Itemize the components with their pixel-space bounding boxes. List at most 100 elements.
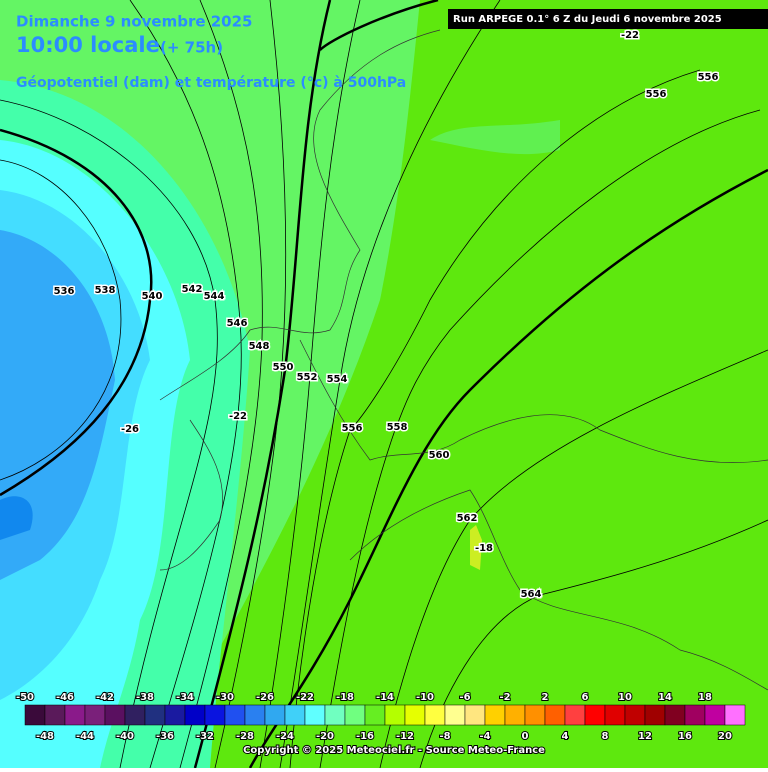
subtitle: Géopotentiel (dam) et température (°c) à…: [16, 75, 406, 91]
run-label: Run ARPEGE 0.1° 6 Z du Jeudi 6 novembre …: [453, 14, 722, 25]
legend-top-label: 14: [658, 692, 672, 703]
contour-label: -18: [475, 543, 493, 554]
coastlines: [159, 29, 768, 691]
legend-cell: [284, 704, 306, 726]
contour-label: -22: [621, 30, 639, 41]
contour: [289, 69, 701, 769]
legend-cell: [524, 704, 546, 726]
contour: [179, 0, 263, 769]
legend-top-label: -38: [136, 692, 154, 703]
time: 10:00 locale: [16, 33, 160, 57]
legend-bottom-label: -44: [76, 731, 94, 742]
legend-cell: [484, 704, 506, 726]
legend-cell: [224, 704, 246, 726]
legend-cell: [64, 704, 86, 726]
contour-label: 560: [429, 450, 450, 461]
legend-cell: [724, 704, 746, 726]
legend-bottom-label: 4: [562, 731, 569, 742]
contour-label: 556: [646, 89, 667, 100]
contour: [279, 0, 501, 769]
contour-label: 552: [297, 372, 318, 383]
legend-cell: [624, 704, 646, 726]
legend-cell: [164, 704, 186, 726]
legend-top-label: -42: [96, 692, 114, 703]
legend-cell: [144, 704, 166, 726]
legend-top-label: 10: [618, 692, 632, 703]
legend-cell: [324, 704, 346, 726]
coastline: [349, 489, 768, 691]
coastline: [159, 29, 441, 401]
contour-label: 538: [95, 285, 116, 296]
legend-cell: [504, 704, 526, 726]
legend-top-label: -46: [56, 692, 74, 703]
copyright: Copyright © 2025 Meteociel.fr - Source M…: [243, 745, 545, 756]
contour-label: 556: [698, 72, 719, 83]
contour-label: 562: [457, 513, 478, 524]
lead: (+ 75h): [160, 39, 223, 57]
legend-cell: [104, 704, 126, 726]
legend-cell: [444, 704, 466, 726]
legend-top-label: -34: [176, 692, 194, 703]
legend-bottom-label: 16: [678, 731, 692, 742]
legend-top-label: -10: [416, 692, 434, 703]
legend-top-label: 6: [582, 692, 589, 703]
contour-label: 544: [204, 291, 225, 302]
contour-label: 564: [521, 589, 542, 600]
legend-cell: [584, 704, 606, 726]
legend-cell: [184, 704, 206, 726]
legend-cell: [384, 704, 406, 726]
contour: [419, 519, 768, 769]
legend-cell: [604, 704, 626, 726]
legend-bottom-label: 12: [638, 731, 652, 742]
contour-label: 548: [249, 341, 270, 352]
legend-top-label: -2: [499, 692, 510, 703]
legend-top-label: -6: [459, 692, 470, 703]
yellow-patch: [470, 525, 482, 570]
contour: [0, 99, 218, 769]
legend: -50 -46 -42 -38 -34 -30 -26 -22 -18 -14 -10 -6 -2 2 6 1…: [15, 691, 746, 743]
legend-cell: [44, 704, 66, 726]
legend-top-label: -30: [216, 692, 234, 703]
legend-top-label: 18: [698, 692, 712, 703]
legend-cell: [124, 704, 146, 726]
contour-label: 556: [342, 423, 363, 434]
contour-label: 546: [227, 318, 248, 329]
legend-bottom-label: -36: [156, 731, 174, 742]
legend-cell: [464, 704, 486, 726]
legend-bottom-label: -16: [356, 731, 374, 742]
contour-label: 536: [54, 286, 75, 297]
legend-cell: [644, 704, 666, 726]
legend-bottom-label: -4: [479, 731, 490, 742]
legend-cell: [684, 704, 706, 726]
contour: [248, 168, 768, 769]
contour: [379, 349, 768, 769]
title: Dimanche 9 novembre 2025: [16, 13, 253, 31]
legend-bottom-label: -32: [196, 731, 214, 742]
legend-cell: [704, 704, 726, 726]
legend-bottom-label: 0: [522, 731, 529, 742]
legend-top-label: -14: [376, 692, 394, 703]
field-patch: [430, 120, 560, 155]
legend-cell: [424, 704, 446, 726]
legend-cell: [304, 704, 326, 726]
contour: [0, 159, 122, 481]
legend-cell: [404, 704, 426, 726]
legend-bottom-label: -48: [36, 731, 54, 742]
contour: [0, 128, 153, 497]
contour-label: 554: [327, 374, 348, 385]
contour-label: -26: [121, 424, 139, 435]
contour: [193, 0, 332, 769]
legend-cell: [344, 704, 366, 726]
contour: [259, 0, 361, 769]
legend-bottom-label: -8: [439, 731, 450, 742]
legend-cell: [24, 704, 46, 726]
legend-bottom-label: -28: [236, 731, 254, 742]
legend-bottom-label: 8: [602, 731, 609, 742]
blue-field: [0, 230, 115, 580]
contour: [319, 0, 439, 51]
legend-cell: [264, 704, 286, 726]
legend-bottom-label: -40: [116, 731, 134, 742]
